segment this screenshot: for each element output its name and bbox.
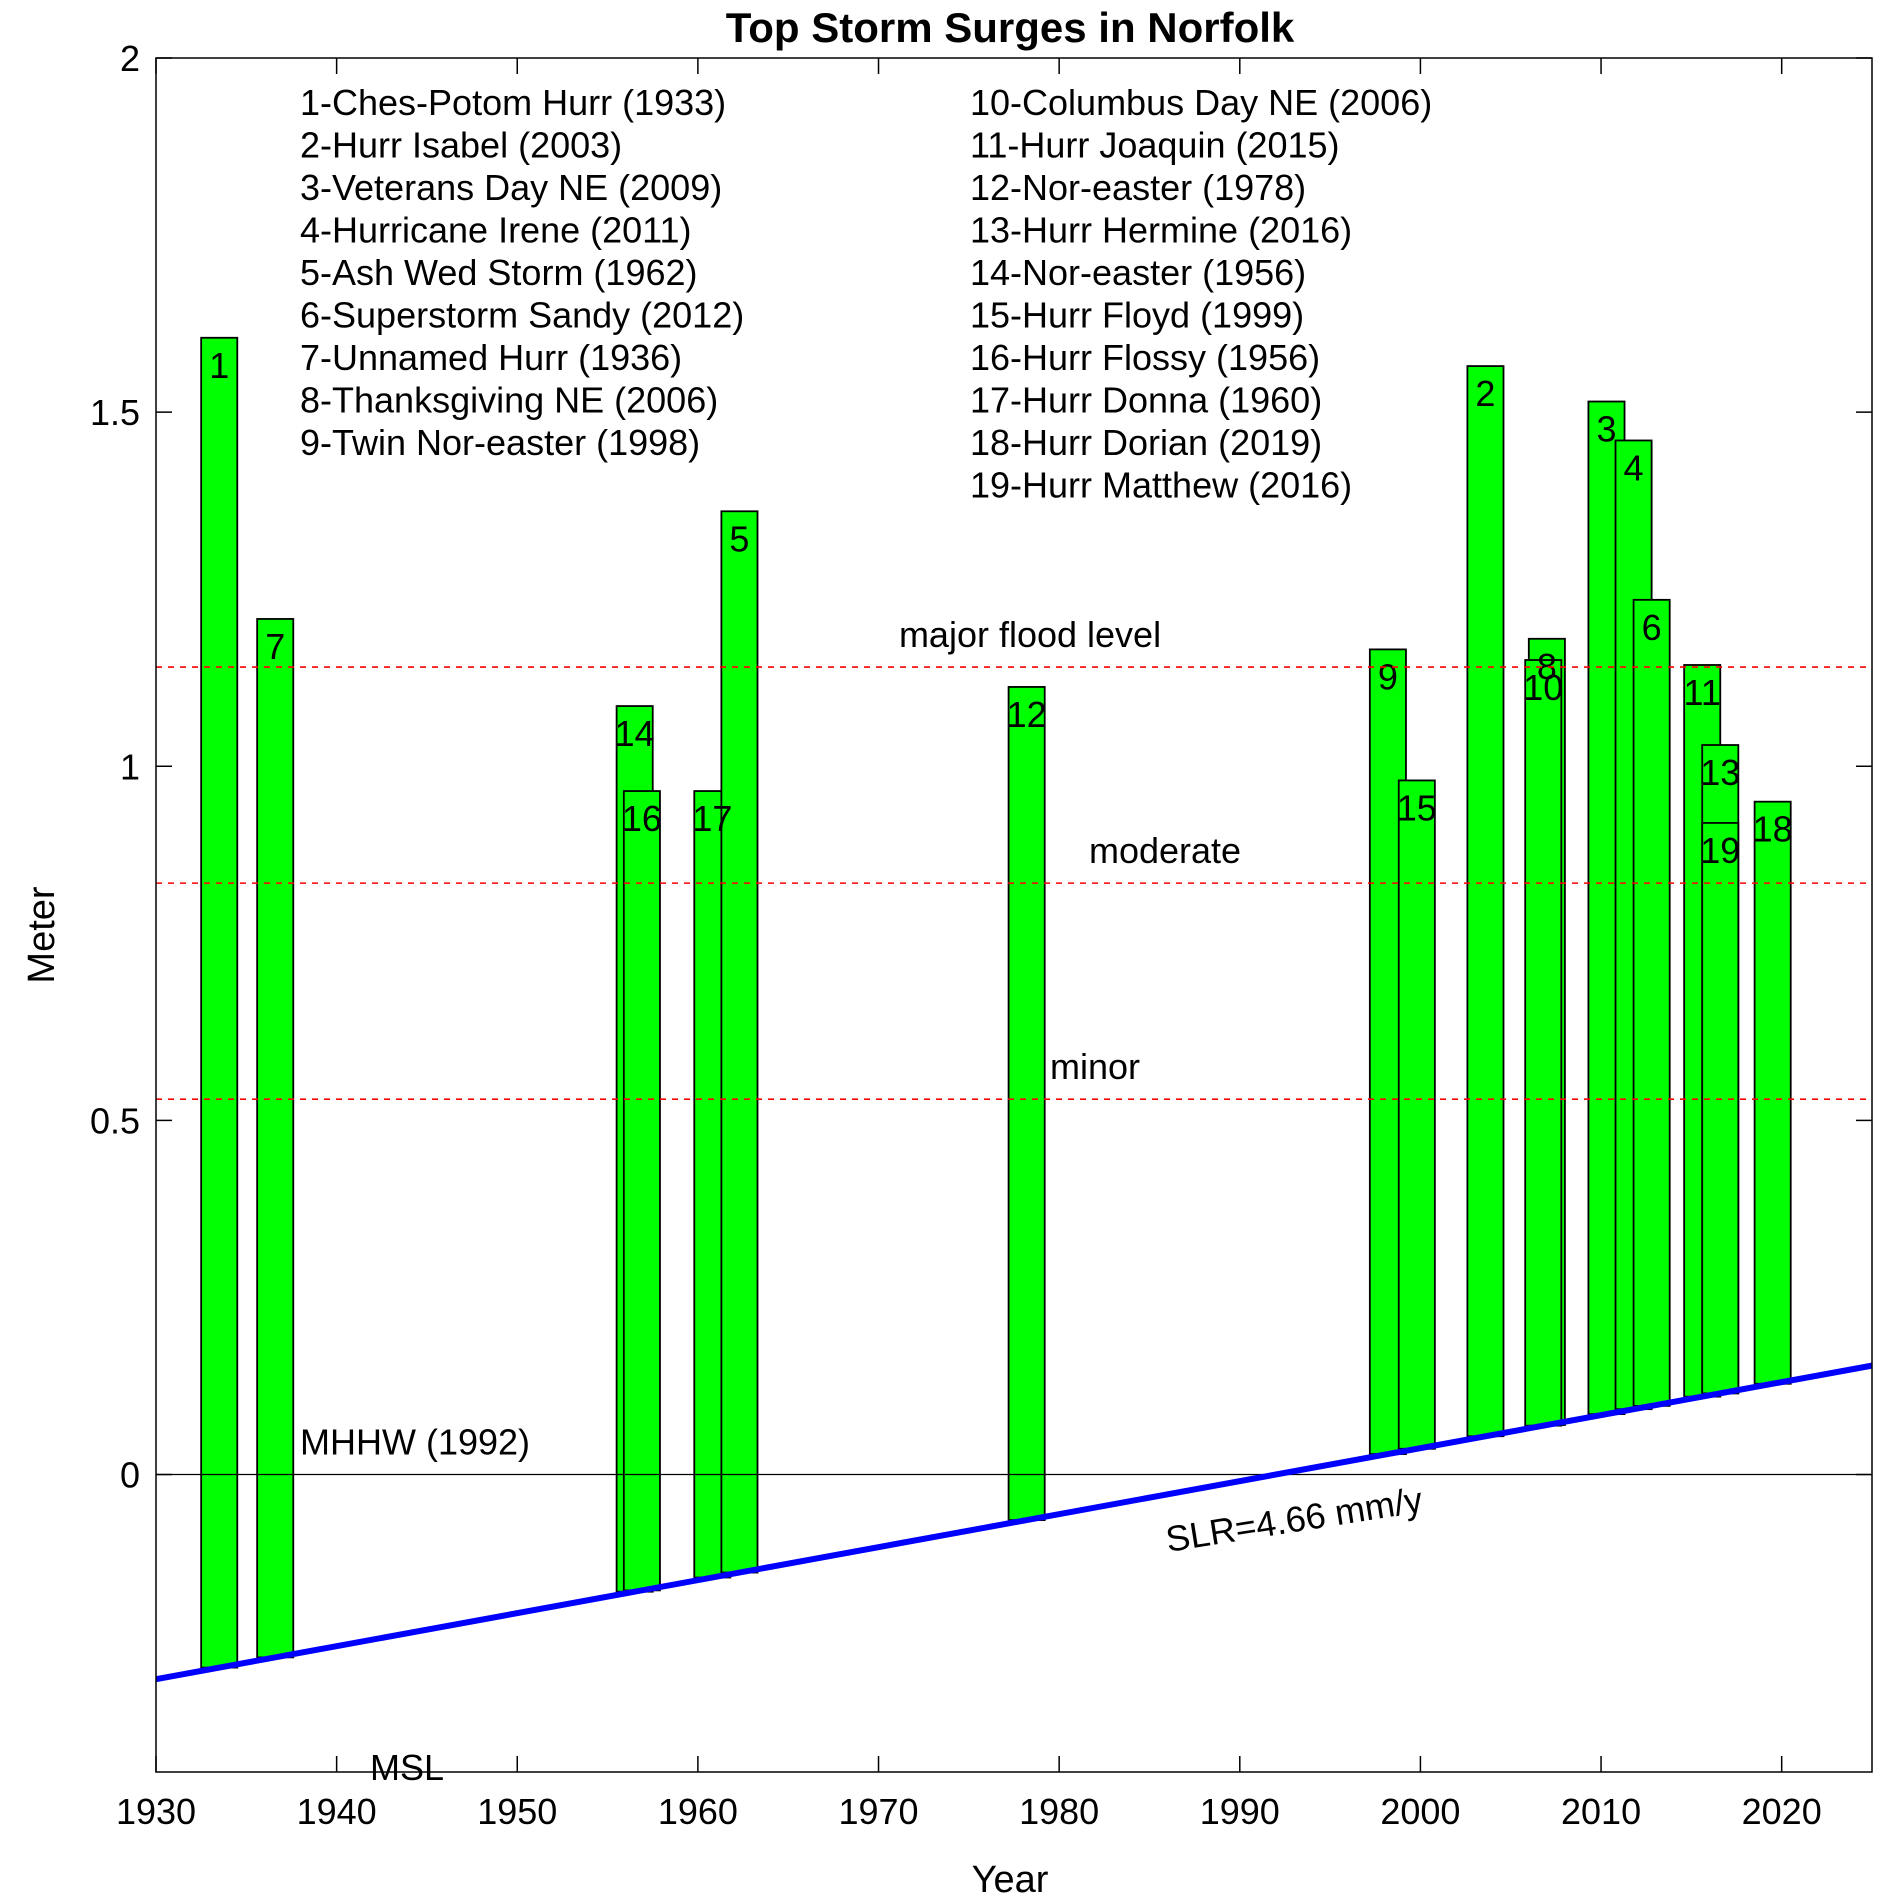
legend-entry: 10-Columbus Day NE (2006) (970, 82, 1432, 123)
bar-label: 18 (1753, 809, 1793, 850)
bar-label: 16 (622, 798, 662, 839)
slr-trend-line (155, 1362, 1873, 1683)
reference-line-label: moderate (1089, 830, 1241, 871)
y-tick-label: 1.5 (90, 392, 140, 433)
bar (1632, 598, 1671, 1407)
bar (1007, 686, 1046, 1521)
y-tick-label: 0.5 (90, 1100, 140, 1141)
bar-label: 3 (1596, 409, 1616, 450)
legend-entry: 11-Hurr Joaquin (2015) (970, 125, 1340, 166)
y-tick-label: 1 (120, 746, 140, 787)
reference-line-label: major flood level (899, 614, 1161, 655)
legend-entry: 16-Hurr Flossy (1956) (970, 337, 1320, 378)
legend-entry: 4-Hurricane Irene (2011) (300, 210, 692, 251)
legend-entry: 15-Hurr Floyd (1999) (970, 295, 1304, 336)
bar-label: 2 (1475, 373, 1495, 414)
bar (1753, 800, 1792, 1385)
trend-layer (155, 1362, 1873, 1683)
legend-entry: 17-Hurr Donna (1960) (970, 380, 1322, 421)
msl-label: MSL (370, 1747, 444, 1788)
y-tick-label: 2 (120, 38, 140, 79)
legend-entry: 1-Ches-Potom Hurr (1933) (300, 82, 726, 123)
reference-line-label: MHHW (1992) (300, 1422, 530, 1463)
bar-label: 12 (1007, 694, 1047, 735)
bar (1701, 822, 1740, 1395)
bar-label: 6 (1642, 607, 1662, 648)
bar-label: 11 (1684, 672, 1721, 713)
legend-entry: 7-Unnamed Hurr (1936) (300, 337, 682, 378)
legend-entry: 18-Hurr Dorian (2019) (970, 422, 1322, 463)
bar (256, 618, 295, 1659)
bar-label: 17 (692, 798, 732, 839)
x-tick-label: 1930 (116, 1791, 196, 1832)
x-tick-label: 1960 (658, 1791, 738, 1832)
reference-lines-layer: major flood level moderate minor MHHW (1992… (156, 614, 1872, 1476)
legend-entry: 14-Nor-easter (1956) (970, 252, 1306, 293)
legend-entry: 12-Nor-easter (1978) (970, 167, 1306, 208)
x-tick-label: 1950 (477, 1791, 557, 1832)
legend-entry: 19-Hurr Matthew (2016) (970, 465, 1352, 506)
legend-entry: 2-Hurr Isabel (2003) (300, 125, 622, 166)
bar (1524, 659, 1563, 1427)
x-tick-label: 1980 (1019, 1791, 1099, 1832)
legend-entry: 9-Twin Nor-easter (1998) (300, 422, 700, 463)
bar (720, 510, 759, 1574)
legend-entry: 13-Hurr Hermine (2016) (970, 210, 1352, 251)
bar-label: 15 (1397, 787, 1437, 828)
legend-entry: 8-Thanksgiving NE (2006) (300, 380, 718, 421)
x-tick-label: 1970 (838, 1791, 918, 1832)
x-tick-label: 2020 (1742, 1791, 1822, 1832)
bar-label: 7 (265, 626, 285, 667)
bar-label: 10 (1523, 667, 1563, 708)
y-tick-label: 0 (120, 1455, 140, 1496)
y-axis-label: Meter (21, 886, 63, 983)
bar (1466, 365, 1505, 1438)
legend-entry: 3-Veterans Day NE (2009) (300, 167, 722, 208)
legend-entry: 6-Superstorm Sandy (2012) (300, 295, 744, 336)
bar-label: 4 (1624, 447, 1644, 488)
bar (200, 336, 239, 1669)
reference-line-label: minor (1050, 1046, 1140, 1087)
bar-label: 1 (209, 345, 229, 386)
chart-title: Top Storm Surges in Norfolk (726, 4, 1295, 51)
bar (1397, 779, 1436, 1450)
x-tick-label: 1940 (297, 1791, 377, 1832)
bar-label: 8 (1537, 646, 1557, 687)
x-axis-label: Year (972, 1859, 1049, 1896)
bar-label: 9 (1378, 656, 1398, 697)
x-tick-label: 1990 (1200, 1791, 1280, 1832)
bar-label: 5 (729, 518, 749, 559)
bar-label: 19 (1700, 830, 1740, 871)
bar-label: 13 (1700, 752, 1740, 793)
legend-entry: 5-Ash Wed Storm (1962) (300, 252, 698, 293)
bar (622, 790, 661, 1592)
ticks-layer: 1930 1940 1950 1960 1970 1980 1990 2000 2010 2020… (90, 38, 1872, 1832)
plot-frame (155, 57, 1873, 1773)
x-tick-label: 2010 (1561, 1791, 1641, 1832)
x-tick-label: 2000 (1380, 1791, 1460, 1832)
legend-text: 1-Ches-Potom Hurr (1933)2-Hurr Isabel (2… (300, 82, 1432, 506)
bar-label: 14 (615, 713, 655, 754)
